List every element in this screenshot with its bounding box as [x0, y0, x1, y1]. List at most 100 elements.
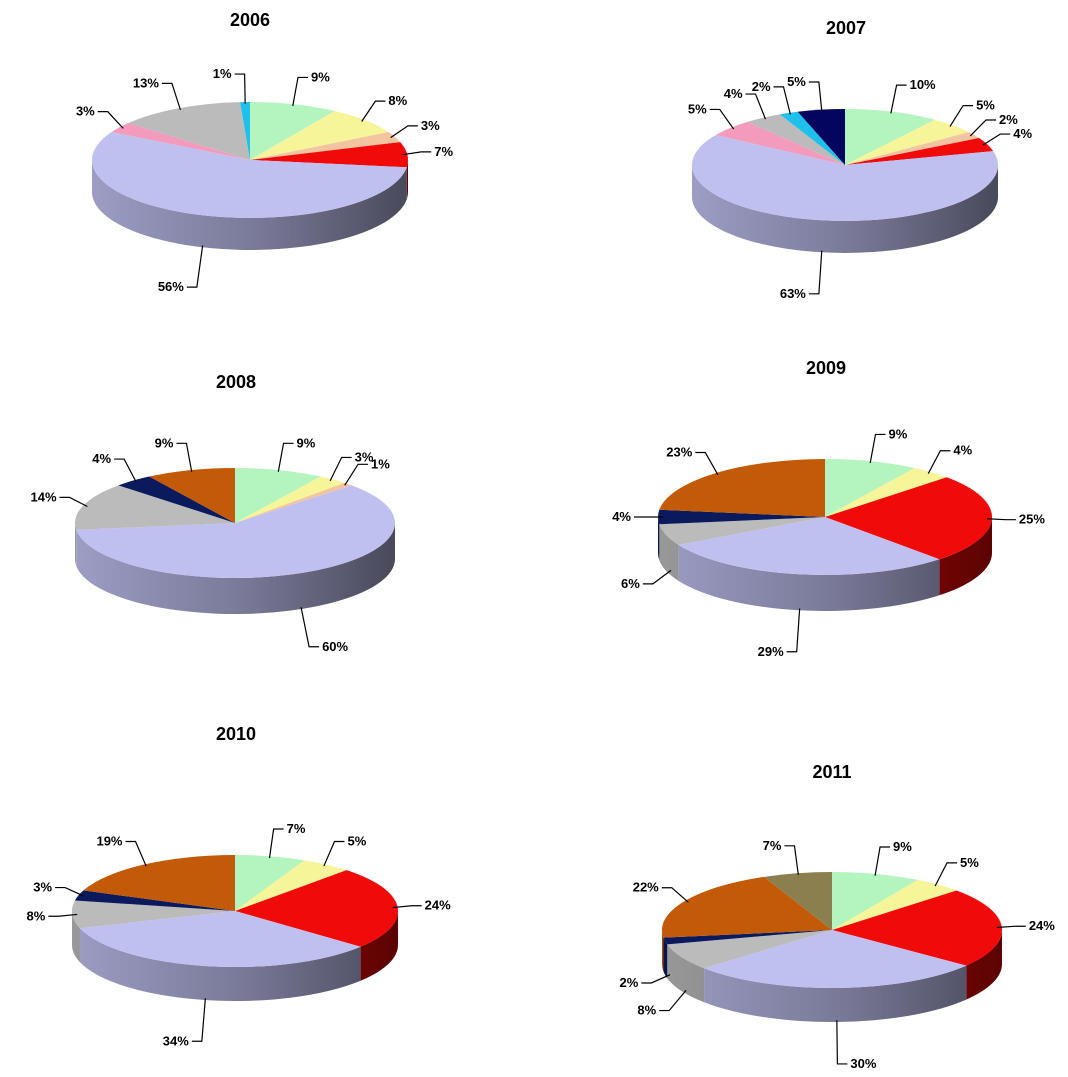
pie-chart-2011: 2011 9% 5% 24% 30% 8% 2% 22% 7%: [620, 762, 1056, 1071]
pie-slice: [715, 121, 845, 165]
percent-label: 24%: [425, 898, 451, 913]
leader-line: [784, 845, 799, 876]
pie-top: [92, 102, 408, 218]
pie-slice: [678, 517, 940, 575]
leader-line: [695, 451, 719, 476]
pie-slice: [128, 102, 250, 160]
percent-label: 7%: [434, 144, 453, 159]
pie-slice: [667, 930, 832, 969]
percent-label: 9%: [893, 839, 912, 854]
percent-label: 1%: [213, 66, 232, 81]
pie-side-slice: [658, 517, 660, 561]
pie-slice: [663, 930, 832, 945]
percent-label: 30%: [850, 1056, 876, 1071]
pie-sides: [75, 523, 395, 614]
percent-label: 5%: [960, 855, 979, 870]
percent-label: 2%: [620, 975, 639, 990]
percent-label: 4%: [724, 86, 743, 101]
pie-chart-2010: 2010 7% 5% 24% 34% 8% 3% 19%: [27, 724, 452, 1048]
percent-label: 8%: [27, 908, 46, 923]
leader-line: [161, 82, 181, 111]
pie-side-slice: [79, 928, 361, 1001]
pie-slice: [832, 890, 1003, 966]
percent-label: 29%: [758, 644, 784, 659]
pie-slice: [83, 855, 235, 911]
percent-label: 4%: [1013, 126, 1032, 141]
pie-slice: [658, 509, 825, 525]
pie-sides: [692, 165, 998, 253]
percent-label: 3%: [355, 449, 374, 464]
pie-chart-2008: 2008 9% 3%1% 60% 14% 4% 9%: [30, 372, 396, 654]
pie-sides: [72, 911, 398, 1001]
chart-title: 2006: [230, 10, 270, 30]
pie-labels: 7% 5% 24% 34% 8% 3% 19%: [27, 821, 452, 1048]
pie-slice: [235, 476, 345, 523]
leader-line: [808, 81, 823, 112]
percent-label: 9%: [297, 435, 316, 450]
percent-label: 25%: [1019, 512, 1045, 527]
percent-label: 4%: [953, 443, 972, 458]
pie-sides: [662, 930, 1002, 1023]
pie-slice: [832, 872, 918, 930]
pie-top: [658, 459, 992, 575]
leader-line: [786, 608, 801, 653]
percent-label: 5%: [976, 98, 995, 113]
leader-line: [996, 925, 1026, 929]
pie-side-slice: [72, 911, 80, 963]
leader-line: [745, 93, 767, 120]
pie-slice: [779, 111, 845, 165]
leader-line: [641, 974, 671, 984]
leader-line: [836, 1020, 848, 1065]
leader-line: [277, 442, 294, 472]
percent-label: 7%: [287, 821, 306, 836]
percent-label: 19%: [96, 834, 122, 849]
pie-slice: [797, 109, 845, 165]
pie-slice: [845, 132, 980, 165]
leader-line: [392, 905, 422, 909]
leader-line: [874, 846, 891, 876]
leader-line: [176, 442, 193, 472]
leader-line: [986, 518, 1016, 521]
percent-label: 5%: [347, 834, 366, 849]
pie-slice: [79, 911, 361, 967]
leader-line: [97, 111, 124, 129]
chart-title: 2010: [216, 724, 256, 744]
percent-label: 2%: [752, 79, 771, 94]
leader-line: [48, 913, 78, 917]
pie-slice: [235, 482, 352, 523]
pie-side-slice: [704, 965, 967, 1023]
percent-label: 14%: [30, 489, 56, 504]
leader-line: [402, 151, 432, 156]
percent-label: 8%: [637, 1003, 656, 1018]
pie-slice: [825, 477, 992, 560]
leader-line: [969, 119, 997, 137]
pie-top: [72, 855, 398, 967]
percent-label: 6%: [621, 576, 640, 591]
leader-line: [642, 569, 672, 585]
percent-label: 3%: [76, 104, 95, 119]
pie-slice: [111, 123, 250, 160]
leader-line: [344, 463, 369, 486]
pie-side-slice: [667, 944, 705, 1003]
pie-slice: [845, 119, 969, 165]
leader-line: [773, 86, 791, 115]
pie-side-slice: [663, 937, 668, 979]
percent-label: 13%: [133, 75, 159, 90]
pie-top: [692, 109, 999, 221]
percent-label: 4%: [92, 451, 111, 466]
pie-slice: [250, 111, 389, 160]
pie-slice: [692, 134, 999, 221]
percent-label: 1%: [371, 456, 390, 471]
leader-line: [268, 828, 284, 859]
leader-line: [949, 105, 974, 127]
chart-title: 2009: [806, 358, 846, 378]
percent-label: 23%: [666, 444, 692, 459]
leader-line: [661, 887, 689, 903]
percent-label: 24%: [1029, 918, 1055, 933]
pie-slice: [235, 855, 305, 911]
pie-slice: [74, 890, 235, 911]
pie-top: [75, 468, 396, 578]
pie-slice: [662, 876, 832, 938]
